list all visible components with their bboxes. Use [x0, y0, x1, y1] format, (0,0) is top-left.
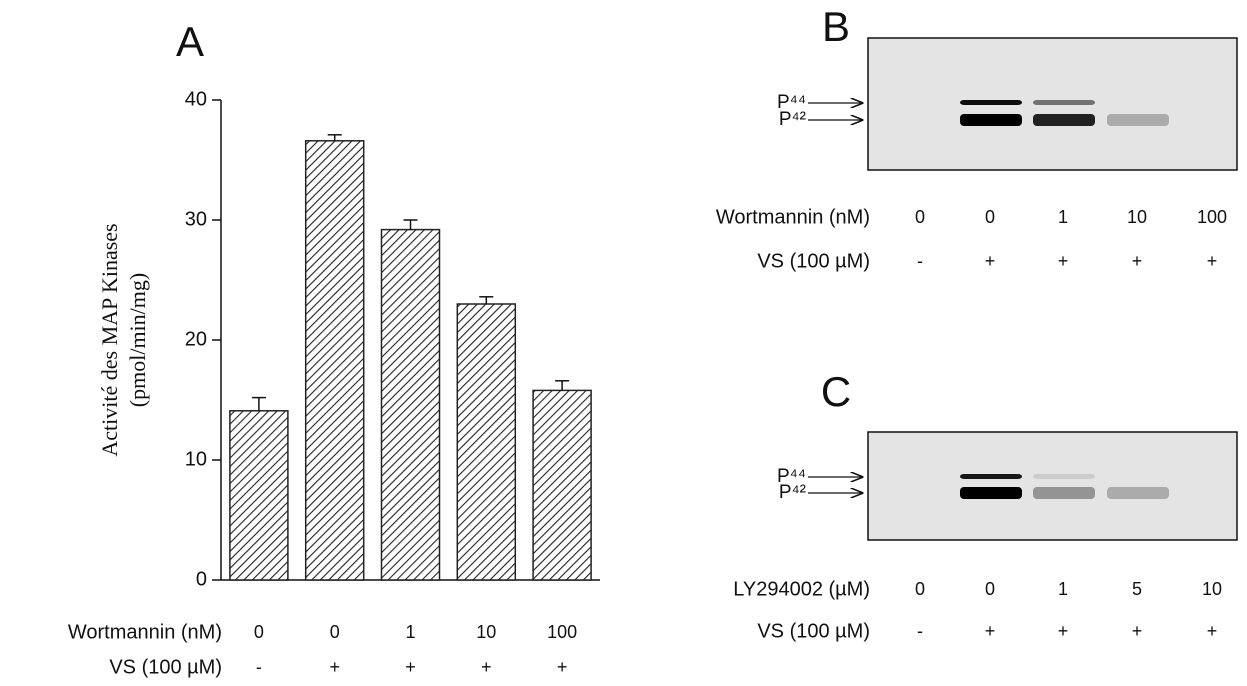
lane-label: + [1132, 251, 1143, 271]
y-tick-label: 30 [185, 208, 207, 230]
lane-label: 10 [1202, 579, 1222, 599]
x-tick-label: + [557, 657, 568, 677]
blot-band [960, 474, 1022, 479]
x-tick-label: + [329, 657, 340, 677]
lane-label: + [1058, 251, 1069, 271]
bar [382, 230, 440, 580]
error-bar [479, 297, 493, 304]
x-tick-label: 0 [254, 622, 264, 642]
lane-label: + [985, 251, 996, 271]
panel-label: A [176, 18, 204, 65]
row-label: LY294002 (µM) [733, 578, 870, 600]
lane-label: 0 [915, 579, 925, 599]
figure: A Activité des MAP Kinases(pmol/min/mg) 0 1… [0, 0, 1247, 686]
lane-label: 0 [915, 207, 925, 227]
lane-label: 10 [1127, 207, 1147, 227]
blot-band [960, 487, 1022, 499]
y-tick-label: 20 [185, 328, 207, 350]
panel-label: B [822, 3, 850, 50]
row-label: VS (100 µM) [757, 250, 870, 272]
y-tick-label: 40 [185, 88, 207, 110]
lane-label: + [1207, 621, 1218, 641]
bar [230, 411, 288, 580]
blot-band [1107, 487, 1169, 499]
x-tick-label: + [405, 657, 416, 677]
row-label: Wortmannin (nM) [68, 621, 222, 643]
lane-label: 1 [1058, 207, 1068, 227]
bar [457, 304, 515, 580]
x-tick-label: 0 [330, 622, 340, 642]
lane-label: 0 [985, 207, 995, 227]
x-tick-label: 100 [547, 622, 577, 642]
y-tick-label: 10 [185, 448, 207, 470]
x-tick-label: 10 [476, 622, 496, 642]
panel-label: C [821, 368, 851, 415]
lane-label: + [1207, 251, 1218, 271]
y-axis-label: Activité des MAP Kinases [97, 223, 122, 456]
page: A Activité des MAP Kinases(pmol/min/mg) 0 1… [0, 0, 1247, 686]
blot-band [960, 100, 1022, 105]
blot-band [1033, 100, 1095, 105]
row-label: VS (100 µM) [757, 620, 870, 642]
blot-image [868, 432, 1237, 540]
lane-label: 100 [1197, 207, 1227, 227]
error-bar [328, 135, 342, 141]
lane-label: - [917, 621, 923, 641]
blot-band [1033, 114, 1095, 126]
error-bar [555, 381, 569, 391]
x-tick-label: + [481, 657, 492, 677]
x-tick-label: 1 [405, 622, 415, 642]
row-label: Wortmannin (nM) [716, 206, 870, 228]
error-bar [404, 220, 418, 230]
lane-label: + [1132, 621, 1143, 641]
bar [533, 390, 591, 580]
blot-band [1033, 487, 1095, 499]
lane-label: 0 [985, 579, 995, 599]
lane-label: - [917, 251, 923, 271]
bar [306, 141, 364, 580]
x-tick-label: - [256, 657, 262, 677]
y-tick-label: 0 [196, 568, 207, 590]
error-bar [252, 398, 266, 411]
band-label: P⁴² [779, 109, 806, 130]
lane-label: 5 [1132, 579, 1142, 599]
blot-band [960, 114, 1022, 126]
blot-band [1033, 474, 1095, 479]
row-label: VS (100 µM) [109, 656, 222, 678]
band-label: P⁴² [779, 482, 806, 503]
y-axis-label: (pmol/min/mg) [125, 273, 150, 407]
lane-label: + [1058, 621, 1069, 641]
lane-label: 1 [1058, 579, 1068, 599]
blot-band [1107, 114, 1169, 126]
lane-label: + [985, 621, 996, 641]
